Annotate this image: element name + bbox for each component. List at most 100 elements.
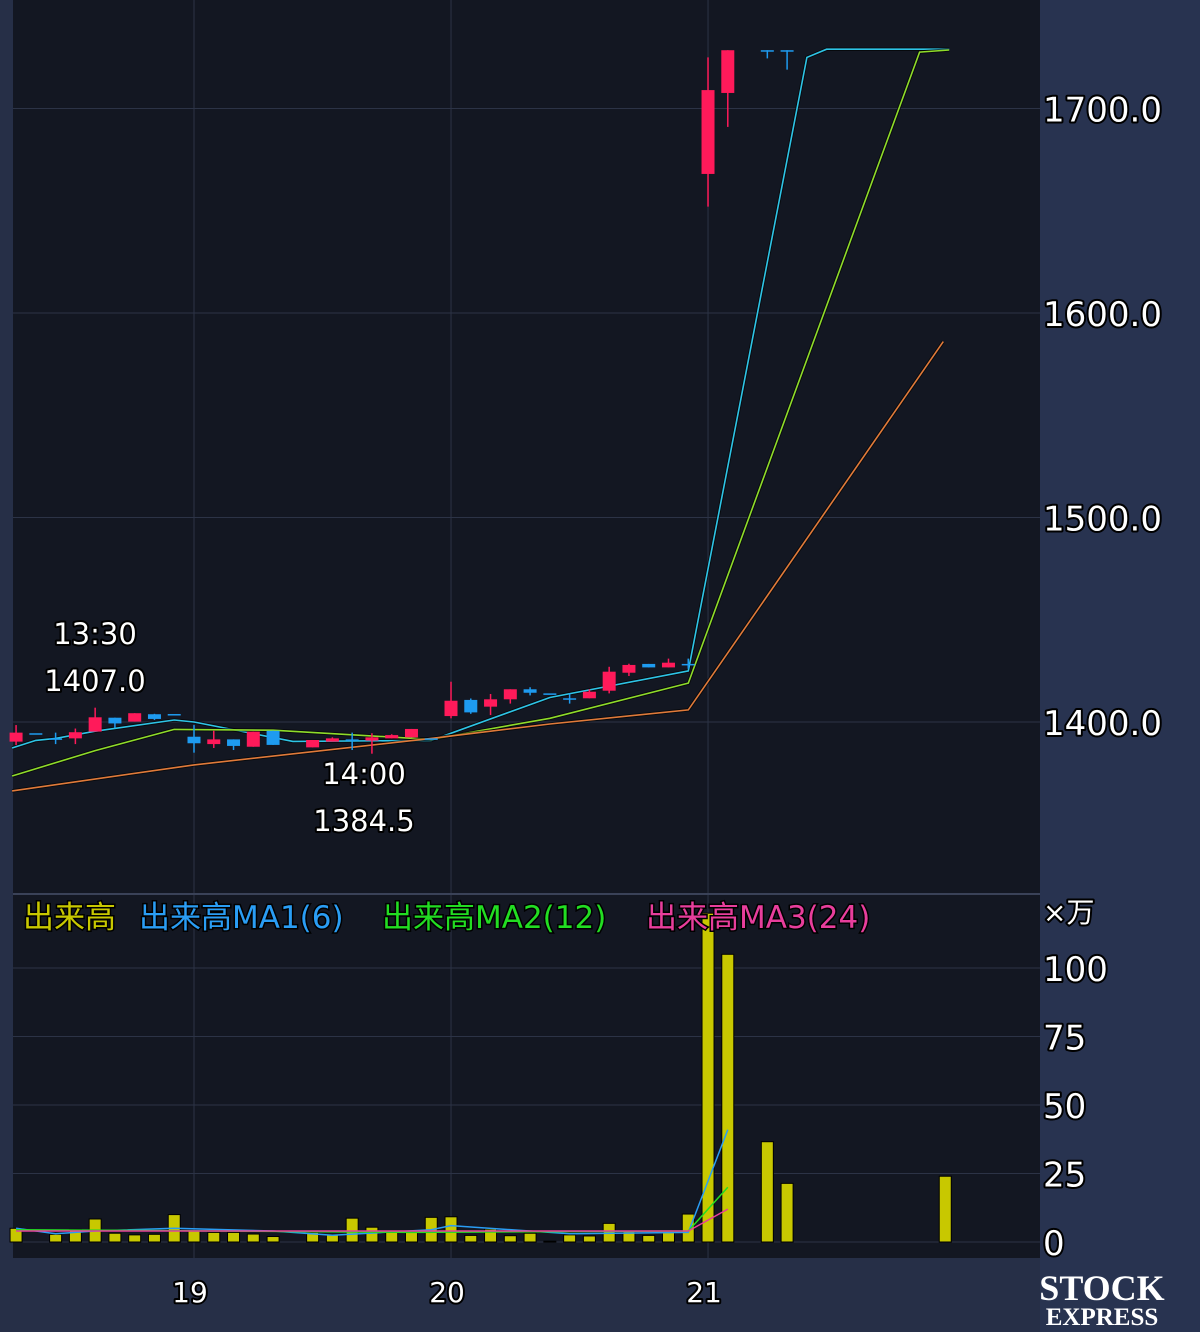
volume-bar bbox=[227, 1231, 241, 1243]
candle-body bbox=[464, 699, 478, 713]
volume-tick-label: 50 bbox=[1043, 1087, 1086, 1127]
candle-body bbox=[187, 736, 201, 744]
volume-bar bbox=[760, 1141, 774, 1243]
candle-body bbox=[29, 733, 43, 735]
candle-body bbox=[602, 671, 616, 691]
watermark-line2: EXPRESS bbox=[1046, 1304, 1159, 1331]
annotations: 13:30 1407.0 14:00 1384.5 bbox=[42, 615, 416, 840]
volume-bar bbox=[563, 1234, 577, 1243]
volume-tick-label: 100 bbox=[1043, 950, 1108, 990]
candle-body bbox=[780, 50, 794, 52]
volume-bar bbox=[503, 1235, 517, 1243]
candle-body bbox=[365, 737, 379, 741]
candlesticks bbox=[9, 50, 794, 754]
candle-body bbox=[701, 90, 715, 174]
candle-body bbox=[721, 50, 735, 93]
watermark-logo: STOCK EXPRESS bbox=[1039, 1268, 1164, 1331]
candle-body bbox=[444, 700, 458, 717]
candle-body bbox=[543, 693, 557, 695]
candle-body bbox=[147, 714, 161, 719]
candle-body bbox=[9, 732, 23, 742]
candle-body bbox=[108, 717, 122, 724]
price-plot-background bbox=[13, 0, 1040, 893]
candle-body bbox=[681, 663, 695, 666]
volume-bar bbox=[147, 1233, 161, 1243]
candle-body bbox=[306, 739, 320, 748]
annotation-price: 1407.0 bbox=[44, 664, 145, 698]
legend-item: 出来高MA3(24) bbox=[646, 900, 870, 936]
watermark-line1: STOCK bbox=[1039, 1268, 1164, 1308]
annotation-time: 13:30 bbox=[53, 617, 137, 651]
candle-body bbox=[484, 699, 498, 707]
x-tick-label: 21 bbox=[686, 1276, 722, 1309]
candle-body bbox=[661, 662, 675, 668]
price-tick-label: 1600.0 bbox=[1043, 295, 1162, 335]
volume-bar bbox=[404, 1231, 418, 1243]
candle-body bbox=[642, 663, 656, 668]
volume-bar bbox=[464, 1234, 478, 1243]
annotation-time: 14:00 bbox=[322, 757, 406, 791]
candle-body bbox=[582, 691, 596, 699]
candle-body bbox=[207, 739, 221, 745]
legend-item: 出来高 bbox=[23, 900, 116, 936]
volume-tick-label: 75 bbox=[1043, 1019, 1086, 1059]
candle-body bbox=[563, 698, 577, 700]
candle-body bbox=[385, 735, 399, 739]
right-axis-panel bbox=[1040, 0, 1200, 1332]
volume-bar bbox=[444, 1216, 458, 1243]
vol_ma3-line bbox=[16, 1208, 729, 1232]
volume-legend: 出来高 出来高MA1(6) 出来高MA2(12) 出来高MA3(24) bbox=[22, 899, 872, 938]
volume-bar bbox=[938, 1175, 952, 1243]
candle-body bbox=[167, 714, 181, 716]
volume-bar bbox=[49, 1233, 63, 1243]
volume-bar bbox=[365, 1226, 379, 1243]
axes: 1400.0 1500.0 1600.0 1700.0 0 25 50 75 100 ×万 19 20… bbox=[170, 89, 1164, 1312]
volume-bar bbox=[266, 1236, 280, 1243]
candle-body bbox=[88, 717, 102, 732]
candle-body bbox=[345, 739, 359, 741]
volume-bar bbox=[642, 1234, 656, 1243]
candle-body bbox=[227, 739, 241, 746]
volume-ma-lines bbox=[15, 1129, 729, 1236]
vol_ma1-line bbox=[15, 1129, 729, 1236]
candle-body bbox=[325, 738, 339, 742]
volume-bar bbox=[543, 1240, 557, 1243]
volume-bar bbox=[207, 1231, 221, 1243]
candle-body bbox=[266, 730, 280, 745]
candle-body bbox=[503, 689, 517, 700]
annotation-price: 1384.5 bbox=[313, 804, 414, 838]
candle-body bbox=[523, 689, 537, 693]
candle-body bbox=[128, 713, 142, 722]
volume-bar bbox=[721, 953, 735, 1243]
volume-bar bbox=[108, 1232, 122, 1243]
legend-item: 出来高MA2(12) bbox=[382, 900, 606, 936]
volume-unit-label: ×万 bbox=[1043, 896, 1094, 929]
candle-body bbox=[760, 50, 774, 52]
volume-bar bbox=[582, 1235, 596, 1243]
volume-tick-label: 25 bbox=[1043, 1156, 1086, 1196]
volume-bar bbox=[128, 1234, 142, 1243]
candle-body bbox=[49, 738, 63, 740]
price-tick-label: 1500.0 bbox=[1043, 500, 1162, 540]
volume-bar bbox=[246, 1233, 260, 1243]
volume-bar bbox=[523, 1232, 537, 1243]
price-tick-label: 1400.0 bbox=[1043, 704, 1162, 744]
volume-bar bbox=[187, 1230, 201, 1243]
candle-body bbox=[68, 732, 82, 739]
candle-body bbox=[424, 738, 438, 740]
volume-bar bbox=[345, 1217, 359, 1243]
volume-bar bbox=[385, 1231, 399, 1243]
volume-bar bbox=[780, 1182, 794, 1243]
x-tick-label: 20 bbox=[429, 1276, 465, 1309]
legend-item: 出来高MA1(6) bbox=[139, 900, 344, 936]
ma_long-line bbox=[11, 341, 944, 792]
price-tick-label: 1700.0 bbox=[1043, 91, 1162, 131]
volume-tick-label: 0 bbox=[1043, 1224, 1065, 1264]
x-tick-label: 19 bbox=[172, 1276, 208, 1309]
candle-body bbox=[246, 731, 260, 747]
volume-bar bbox=[701, 912, 715, 1243]
volume-plot-background bbox=[13, 895, 1040, 1258]
candle-body bbox=[404, 728, 418, 738]
candle-body bbox=[622, 664, 636, 673]
